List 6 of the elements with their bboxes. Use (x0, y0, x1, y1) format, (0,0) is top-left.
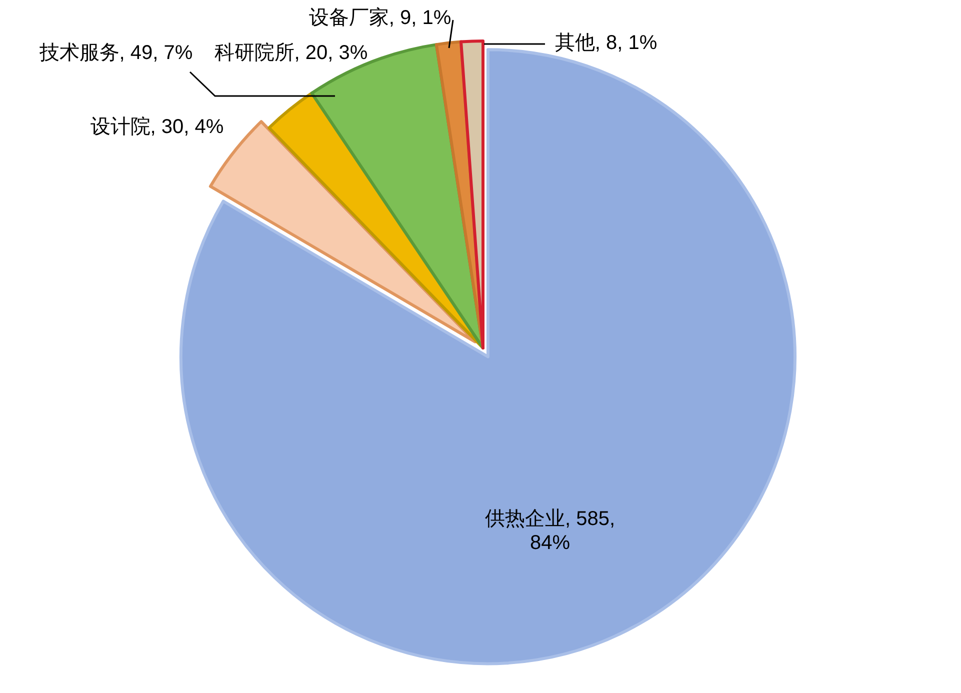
slice-label: 科研院所, 20, 3% (214, 42, 368, 64)
slice-label: 其他, 8, 1% (554, 32, 658, 54)
slice-label: 设备厂家, 9, 1% (308, 7, 452, 29)
slice-label: 供热企业, 585, 84% (484, 508, 616, 554)
slice-label: 设计院, 30, 4% (90, 116, 224, 138)
slice-label: 技术服务, 49, 7% (38, 42, 193, 64)
